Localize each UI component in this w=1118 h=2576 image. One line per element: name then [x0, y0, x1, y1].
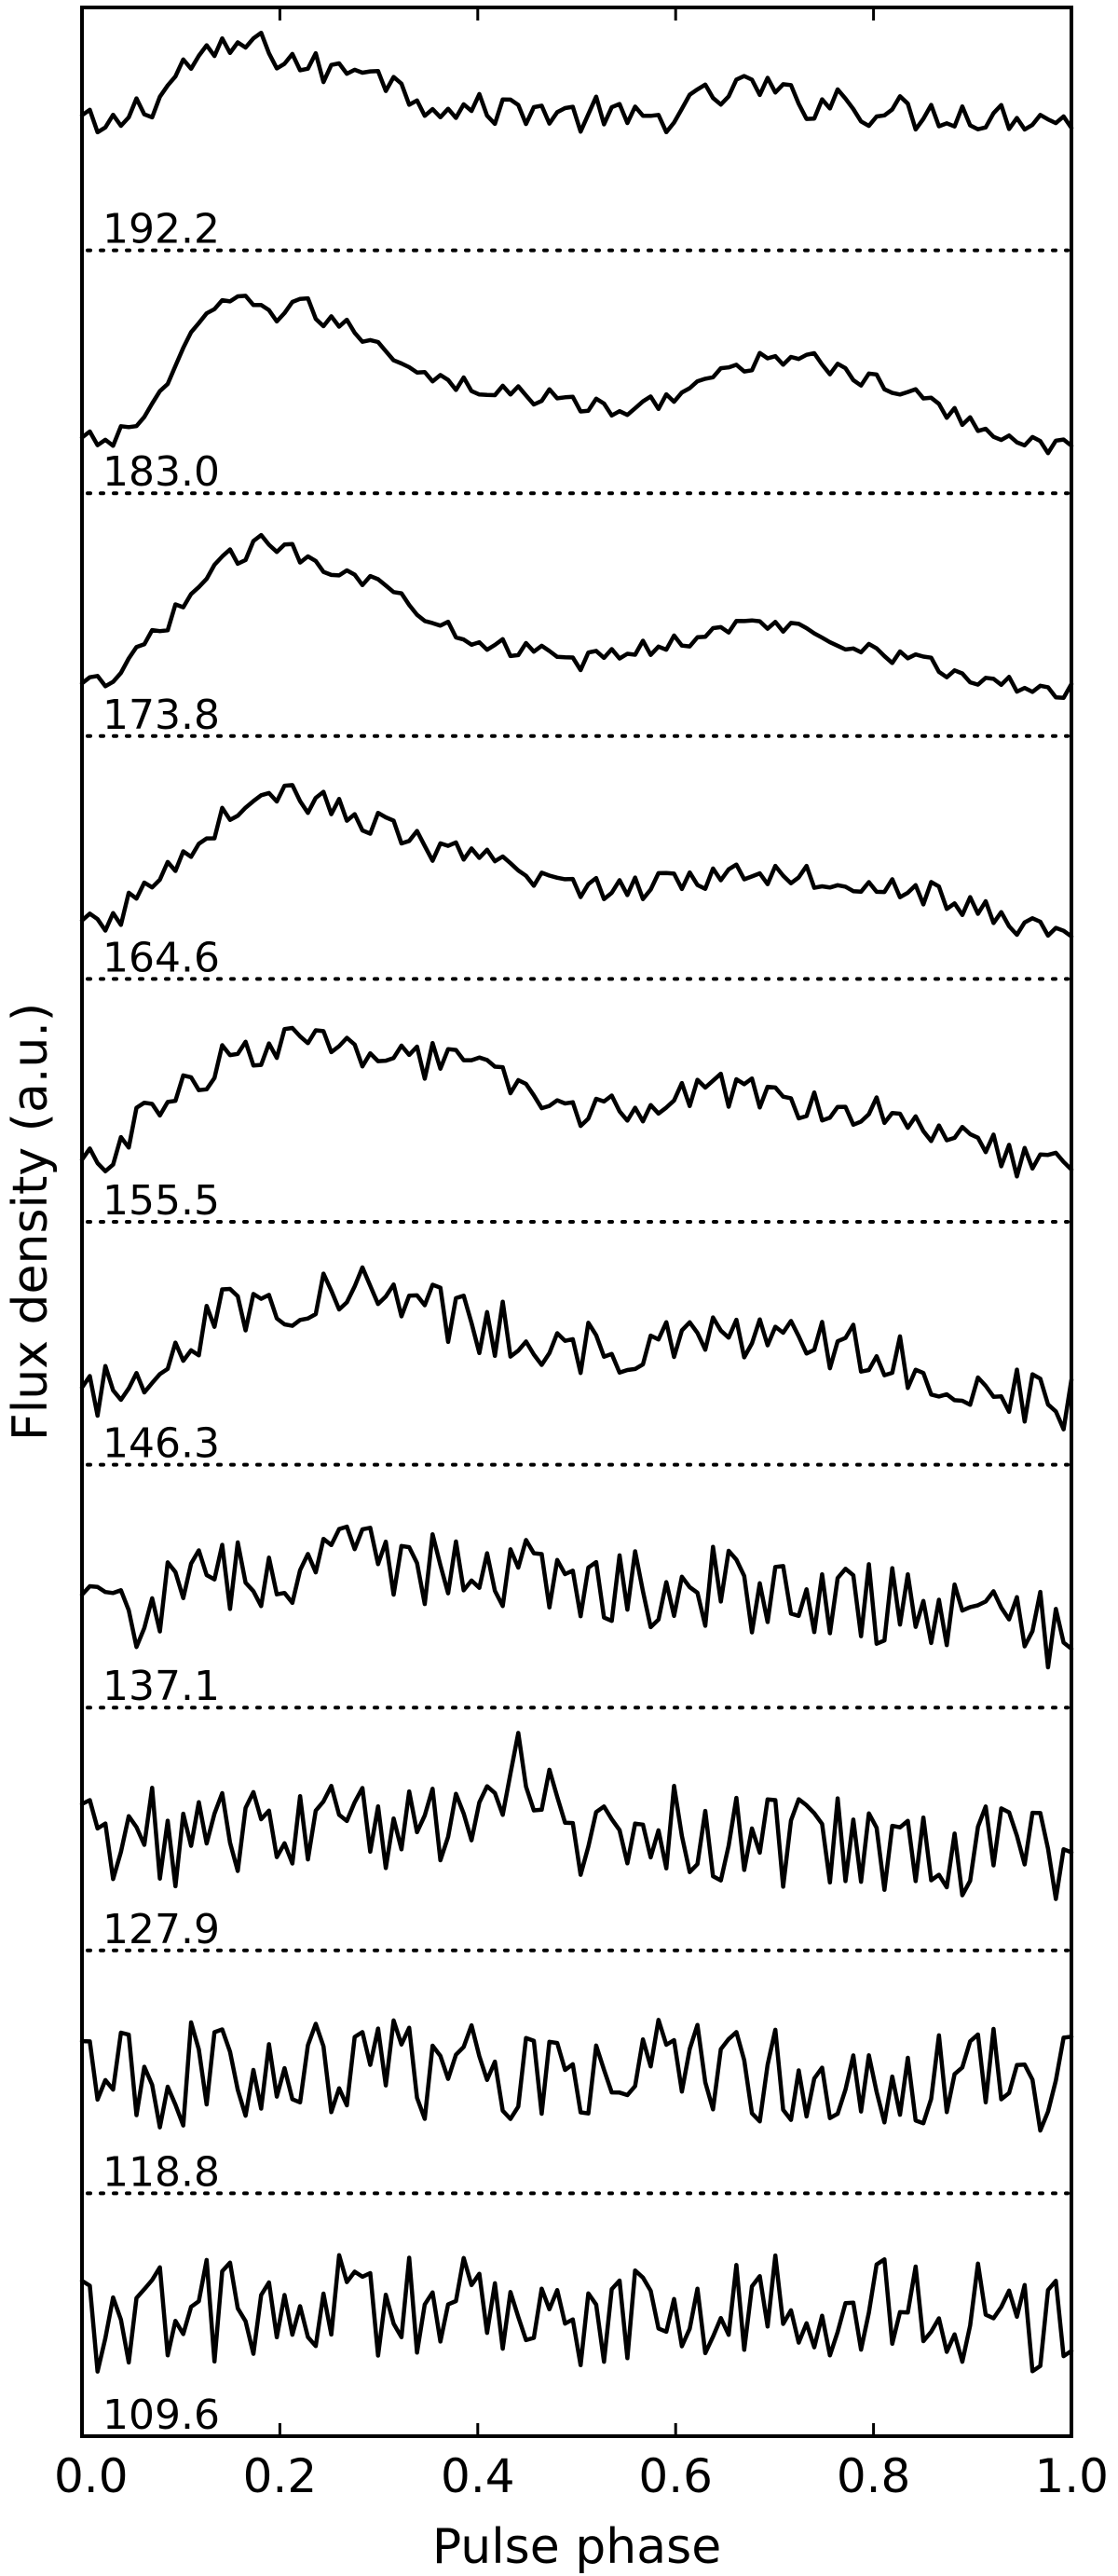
- profile-trace-127.9: [79, 1731, 1074, 1901]
- profile-trace-118.8: [79, 2018, 1074, 2133]
- plot-frame: [80, 6, 1073, 2438]
- x-tick-label: 0.0: [54, 2449, 129, 2503]
- y-axis-label: Flux density (a.u.): [3, 1003, 59, 1441]
- channel-labels: 192.2 183.0 173.8 164.6 155.5 146.3 137.1 127.9…: [102, 206, 220, 2439]
- channel-label-183.0: 183.0: [102, 448, 220, 496]
- channel-label-164.6: 164.6: [102, 934, 220, 981]
- channel-label-127.9: 127.9: [102, 1906, 220, 1953]
- profile-trace-164.6: [79, 783, 1074, 939]
- x-tick-label: 1.0: [1034, 2449, 1109, 2503]
- channel-label-146.3: 146.3: [102, 1420, 220, 1468]
- profile-trace-146.3: [79, 1265, 1074, 1432]
- x-tick-label: 0.6: [638, 2449, 713, 2503]
- channel-separators: [86, 248, 1070, 2196]
- channel-label-192.2: 192.2: [102, 206, 220, 253]
- profile-trace-173.8: [79, 532, 1074, 701]
- channel-label-118.8: 118.8: [102, 2148, 220, 2196]
- channel-label-155.5: 155.5: [102, 1177, 220, 1225]
- profile-trace-155.5: [79, 1025, 1074, 1179]
- profile-trace-137.1: [79, 1524, 1074, 1670]
- profile-trace-183.0: [79, 294, 1074, 456]
- profile-traces: [79, 30, 1074, 2374]
- x-tick-label: 0.2: [243, 2449, 318, 2503]
- x-axis-ticks: 0.0 0.2 0.4 0.6 0.8 1.0: [54, 7, 1109, 2503]
- x-tick-label: 0.8: [837, 2449, 911, 2503]
- channel-label-137.1: 137.1: [102, 1663, 220, 1710]
- x-tick-label: 0.4: [441, 2449, 515, 2503]
- profile-trace-192.2: [79, 30, 1074, 135]
- channel-label-173.8: 173.8: [102, 692, 220, 739]
- x-axis-label: Pulse phase: [432, 2519, 721, 2575]
- channel-label-109.6: 109.6: [102, 2391, 220, 2439]
- profile-trace-109.6: [79, 2253, 1074, 2374]
